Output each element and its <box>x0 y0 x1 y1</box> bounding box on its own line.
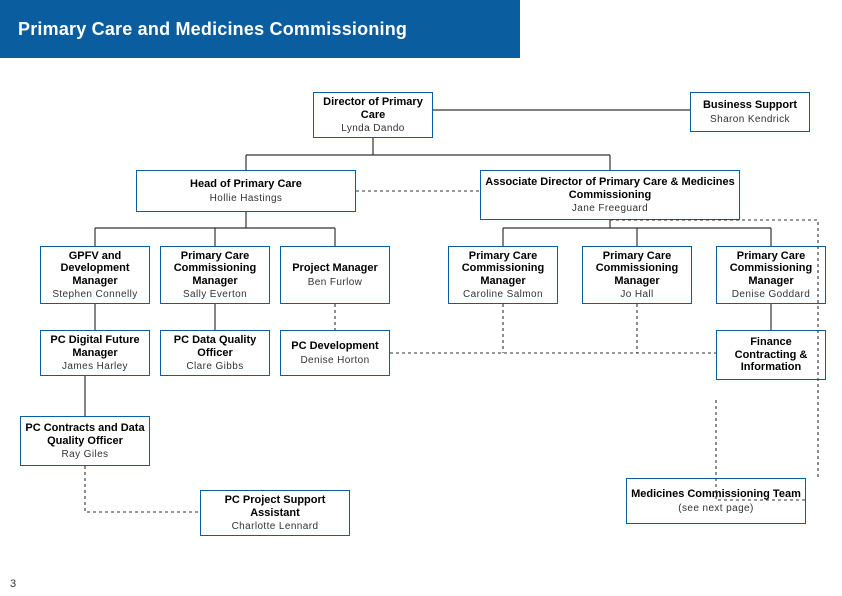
node-pc-comm-mgr-4: Primary Care Commissioning ManagerDenise… <box>716 246 826 304</box>
node-title: Director of Primary Care <box>316 96 430 121</box>
node-associate-director: Associate Director of Primary Care & Med… <box>480 170 740 220</box>
node-title: Project Manager <box>292 262 378 275</box>
node-director: Director of Primary Care Lynda Dando <box>313 92 433 138</box>
node-title: Primary Care Commissioning Manager <box>163 250 267 288</box>
node-title: PC Project Support Assistant <box>203 494 347 519</box>
node-sub: Denise Horton <box>300 355 369 366</box>
node-business-support: Business Support Sharon Kendrick <box>690 92 810 132</box>
page-number: 3 <box>10 578 16 590</box>
node-title: Primary Care Commissioning Manager <box>585 250 689 288</box>
node-title: Primary Care Commissioning Manager <box>719 250 823 288</box>
node-title: Primary Care Commissioning Manager <box>451 250 555 288</box>
node-title: Business Support <box>703 99 797 112</box>
node-sub: Charlotte Lennard <box>232 521 319 532</box>
node-sub: (see next page) <box>678 503 754 514</box>
node-sub: Lynda Dando <box>341 123 405 134</box>
node-sub: Ben Furlow <box>308 277 363 288</box>
node-title: PC Data Quality Officer <box>163 334 267 359</box>
node-pc-digital: PC Digital Future Manager James Harley <box>40 330 150 376</box>
node-sub: Denise Goddard <box>732 289 810 300</box>
node-project-manager: Project Manager Ben Furlow <box>280 246 390 304</box>
node-sub: Stephen Connelly <box>52 289 137 300</box>
node-pc-comm-mgr-2: Primary Care Commissioning ManagerCaroli… <box>448 246 558 304</box>
node-gpfv-manager: GPFV and Development ManagerStephen Conn… <box>40 246 150 304</box>
node-sub: James Harley <box>62 361 128 372</box>
page-title: Primary Care and Medicines Commissioning <box>18 19 407 40</box>
node-sub: Sally Everton <box>183 289 247 300</box>
node-finance: Finance Contracting & Information <box>716 330 826 380</box>
node-head-primary-care: Head of Primary Care Hollie Hastings <box>136 170 356 212</box>
node-title: PC Contracts and Data Quality Officer <box>23 422 147 447</box>
node-title: PC Development <box>291 340 378 353</box>
node-pc-contracts-qo: PC Contracts and Data Quality Officer Ray… <box>20 416 150 466</box>
node-sub: Jane Freeguard <box>572 203 648 214</box>
node-pc-comm-mgr-1: Primary Care Commissioning ManagerSally … <box>160 246 270 304</box>
node-title: Associate Director of Primary Care & Med… <box>483 176 737 201</box>
node-sub: Sharon Kendrick <box>710 114 790 125</box>
node-sub: Caroline Salmon <box>463 289 543 300</box>
node-title: Head of Primary Care <box>190 178 302 191</box>
node-title: Medicines Commissioning Team <box>631 488 801 501</box>
node-sub: Hollie Hastings <box>210 193 283 204</box>
node-pc-development: PC Development Denise Horton <box>280 330 390 376</box>
node-pc-proj-support: PC Project Support Assistant Charlotte Le… <box>200 490 350 536</box>
node-sub: Ray Giles <box>62 449 109 460</box>
node-pc-data-qo: PC Data Quality Officer Clare Gibbs <box>160 330 270 376</box>
node-pc-comm-mgr-3: Primary Care Commissioning ManagerJo Hal… <box>582 246 692 304</box>
node-title: GPFV and Development Manager <box>43 250 147 288</box>
page-header: Primary Care and Medicines Commissioning <box>0 0 520 58</box>
node-title: Finance Contracting & Information <box>719 336 823 374</box>
node-title: PC Digital Future Manager <box>43 334 147 359</box>
node-sub: Clare Gibbs <box>186 361 243 372</box>
node-meds-team: Medicines Commissioning Team (see next pa… <box>626 478 806 524</box>
node-sub: Jo Hall <box>620 289 653 300</box>
